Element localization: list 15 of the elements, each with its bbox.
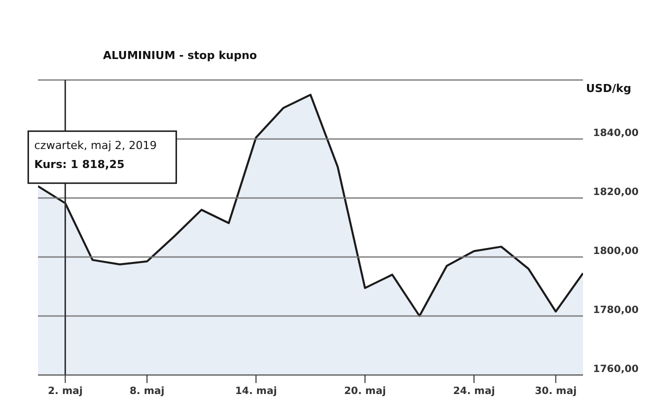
annotation: czwartek, maj 2, 2019 [34, 139, 157, 152]
x-tick-label: 20. maj [344, 386, 386, 397]
x-tick-label: 2. maj [48, 386, 83, 397]
y-tick-label: 1840,00 [593, 128, 639, 139]
y-tick-label: 1780,00 [593, 305, 639, 316]
y-tick-label: 1820,00 [593, 187, 639, 198]
y-axis-title: USD/kg [586, 82, 632, 95]
chart-title: ALUMINIUM - stop kupno [103, 49, 257, 62]
x-tick-label: 24. maj [453, 386, 495, 397]
y-tick-label: 1760,00 [593, 364, 639, 375]
x-tick-label: 14. maj [235, 386, 277, 397]
y-tick-label: 1800,00 [593, 246, 639, 257]
x-tick-label: 8. maj [130, 386, 164, 397]
x-tick-label: 30. maj [534, 386, 577, 397]
annotation: Kurs: 1 818,25 [34, 158, 125, 172]
